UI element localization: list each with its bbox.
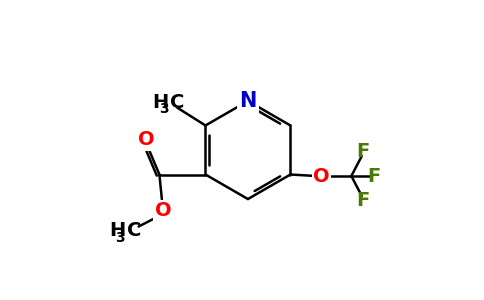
Text: 3: 3 <box>159 102 168 116</box>
Text: O: O <box>138 130 154 149</box>
Text: O: O <box>155 201 171 220</box>
Text: N: N <box>239 91 257 111</box>
Text: F: F <box>357 142 370 161</box>
Text: F: F <box>357 191 370 210</box>
Text: 3: 3 <box>116 230 125 244</box>
Text: H: H <box>152 93 168 112</box>
Text: C: C <box>170 93 184 112</box>
Text: C: C <box>127 221 141 241</box>
Text: H: H <box>109 221 125 241</box>
Text: F: F <box>367 167 380 185</box>
Text: O: O <box>313 167 330 185</box>
